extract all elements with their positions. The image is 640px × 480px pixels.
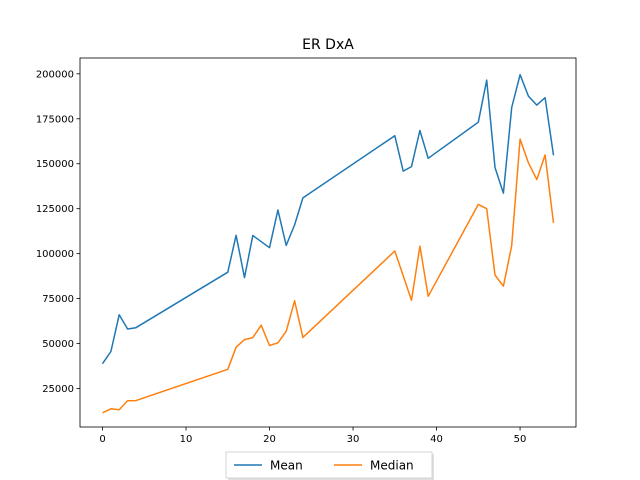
x-tick-label: 0 — [99, 434, 105, 445]
series-line-mean — [101, 73, 555, 365]
series-line-median — [102, 138, 555, 414]
plot-frame — [79, 57, 577, 428]
legend-label-median: Median — [370, 459, 414, 473]
y-tick-label: 25000 — [42, 384, 74, 395]
x-tick-label: 30 — [347, 434, 360, 445]
x-tick-label: 10 — [180, 434, 193, 445]
y-tick-label: 200000 — [36, 69, 74, 80]
y-tick-label: 100000 — [36, 249, 74, 260]
y-tick-label: 150000 — [36, 159, 74, 170]
y-tick-label: 175000 — [36, 114, 74, 125]
y-tick-label: 75000 — [42, 294, 74, 305]
y-tick-label: 125000 — [36, 204, 74, 215]
chart-title: ER DxA — [302, 37, 354, 53]
legend-label-mean: Mean — [270, 459, 303, 473]
y-tick-label: 50000 — [42, 339, 74, 350]
x-tick-label: 40 — [430, 434, 443, 445]
x-tick-label: 20 — [263, 434, 276, 445]
x-tick-label: 50 — [514, 434, 527, 445]
legend-box — [225, 451, 433, 479]
legend: Mean Median — [225, 451, 434, 480]
